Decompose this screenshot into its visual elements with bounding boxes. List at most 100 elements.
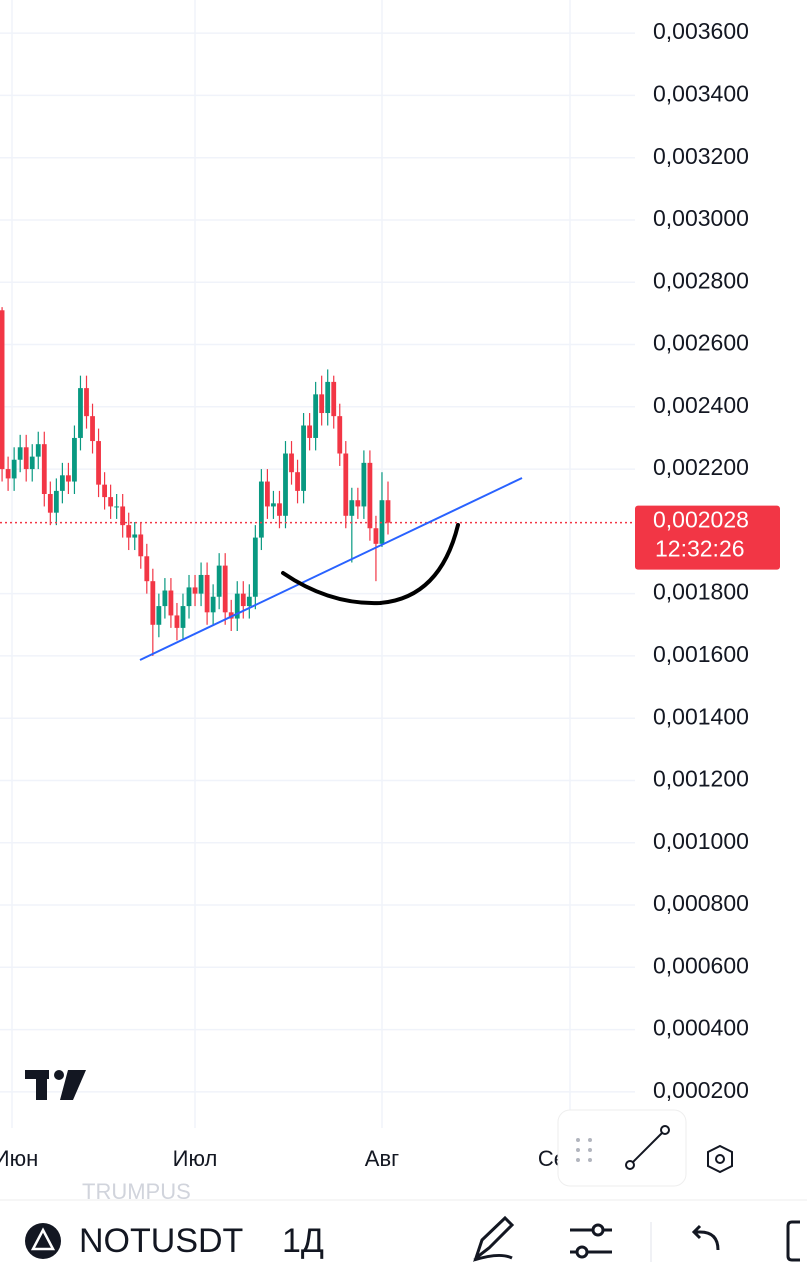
candle-body	[355, 500, 361, 507]
candle-body	[240, 593, 246, 607]
y-tick-label: 0,003400	[653, 80, 749, 106]
grid	[0, 0, 635, 1128]
y-tick-label: 0,002600	[653, 330, 749, 356]
last-price-label: 0,002028	[653, 507, 749, 533]
candle-body	[204, 574, 210, 613]
candle-body	[295, 472, 300, 491]
y-tick-label: 0,001800	[653, 579, 749, 605]
y-tick-label: 0,003000	[653, 205, 749, 231]
candle-body	[319, 394, 325, 414]
y-tick-label: 0,001400	[653, 703, 749, 729]
last-price-box	[635, 505, 780, 570]
candle-body	[53, 490, 59, 513]
y-tick-label: 0,000200	[653, 1077, 749, 1103]
candle-body	[361, 462, 367, 507]
candle-body	[216, 565, 222, 597]
candle-body	[174, 615, 180, 628]
candle-body	[11, 459, 17, 479]
candle-body	[162, 590, 168, 607]
candle-body	[138, 534, 144, 557]
candle-body	[132, 534, 138, 538]
candle-body	[47, 493, 53, 513]
candle-body	[78, 388, 83, 438]
candle-body	[192, 587, 198, 594]
candle-body	[41, 444, 47, 494]
candle-body	[186, 587, 192, 607]
candle-body	[5, 469, 11, 479]
trend-tool[interactable]	[625, 1125, 670, 1170]
price-axis: 0,003600 0,003400 0,003200 0,003000 0,002800…	[635, 18, 780, 1103]
symbol[interactable]: NOTUSDT	[79, 1222, 243, 1260]
trend-line[interactable]	[139, 477, 523, 661]
indicators-icon[interactable]	[570, 1223, 612, 1259]
brush-drawing[interactable]	[281, 523, 460, 606]
candle-body	[349, 500, 355, 516]
y-tick-label: 0,002800	[653, 267, 749, 293]
candle-body	[84, 388, 89, 417]
candle-body	[0, 310, 5, 470]
candle-body	[258, 481, 264, 538]
y-tick-label: 0,000400	[653, 1015, 749, 1041]
x-tick-label: Авг	[365, 1146, 399, 1171]
y-tick-label: 0,002400	[653, 392, 749, 418]
candle-body	[210, 596, 216, 613]
settings-icon-center	[715, 1154, 725, 1164]
toolbar-panel	[557, 1109, 687, 1187]
candle-body	[126, 525, 132, 538]
y-tick-label: 0,001600	[653, 641, 749, 667]
candle-body	[144, 556, 150, 582]
y-tick-label: 0,000600	[653, 952, 749, 978]
candle-body	[168, 590, 174, 616]
candle-body	[265, 481, 270, 507]
candle-body	[198, 574, 204, 594]
candle-body	[252, 537, 258, 597]
candle-body	[222, 565, 228, 613]
x-tick-label: Июл	[173, 1146, 218, 1171]
candle-body	[120, 506, 126, 526]
floating-toolbar	[557, 1109, 687, 1187]
candle-body	[246, 596, 252, 607]
candle-body	[277, 503, 282, 516]
candle-body	[17, 447, 23, 460]
y-tick-label: 0,001000	[653, 828, 749, 854]
candle-body	[59, 475, 65, 491]
interval[interactable]: 1Д	[282, 1222, 324, 1260]
undo-icon[interactable]	[691, 1224, 720, 1251]
candle-body	[96, 441, 101, 485]
candle-body	[301, 425, 306, 491]
drag-handle[interactable]	[576, 1138, 592, 1162]
candles	[0, 307, 635, 656]
candle-body	[271, 503, 276, 507]
candle-body	[325, 381, 331, 414]
y-tick-label: 0,001200	[653, 766, 749, 792]
candle-body	[29, 456, 35, 470]
candle-body	[108, 497, 114, 507]
y-tick-label: 0,000800	[653, 890, 749, 916]
y-tick-label: 0,003600	[653, 18, 749, 44]
bottom-bar	[0, 1200, 807, 1280]
settings-icon[interactable]	[707, 1144, 733, 1174]
symbol-icon-mark	[30, 1227, 56, 1251]
candle-body	[90, 416, 95, 442]
candle-body	[72, 437, 77, 482]
tv-logo	[25, 1070, 86, 1100]
fullscreen-icon[interactable]	[786, 1220, 800, 1262]
x-tick-label: Июн	[0, 1146, 38, 1171]
candle-body	[289, 453, 294, 473]
candle-body	[23, 447, 29, 470]
candle-body	[66, 475, 71, 482]
candle-body	[313, 394, 319, 438]
time-axis: ИюнИюлАвгСен	[0, 1146, 578, 1171]
candle-body	[114, 506, 120, 508]
candle-body	[283, 453, 288, 516]
y-tick-label: 0,003200	[653, 143, 749, 169]
candle-body	[331, 381, 337, 417]
candle-body	[150, 581, 156, 625]
draw-icon[interactable]	[473, 1215, 515, 1263]
y-tick-label: 0,002200	[653, 454, 749, 480]
candle-body	[343, 453, 349, 516]
candle-body	[337, 416, 343, 454]
candle-body	[367, 462, 373, 529]
